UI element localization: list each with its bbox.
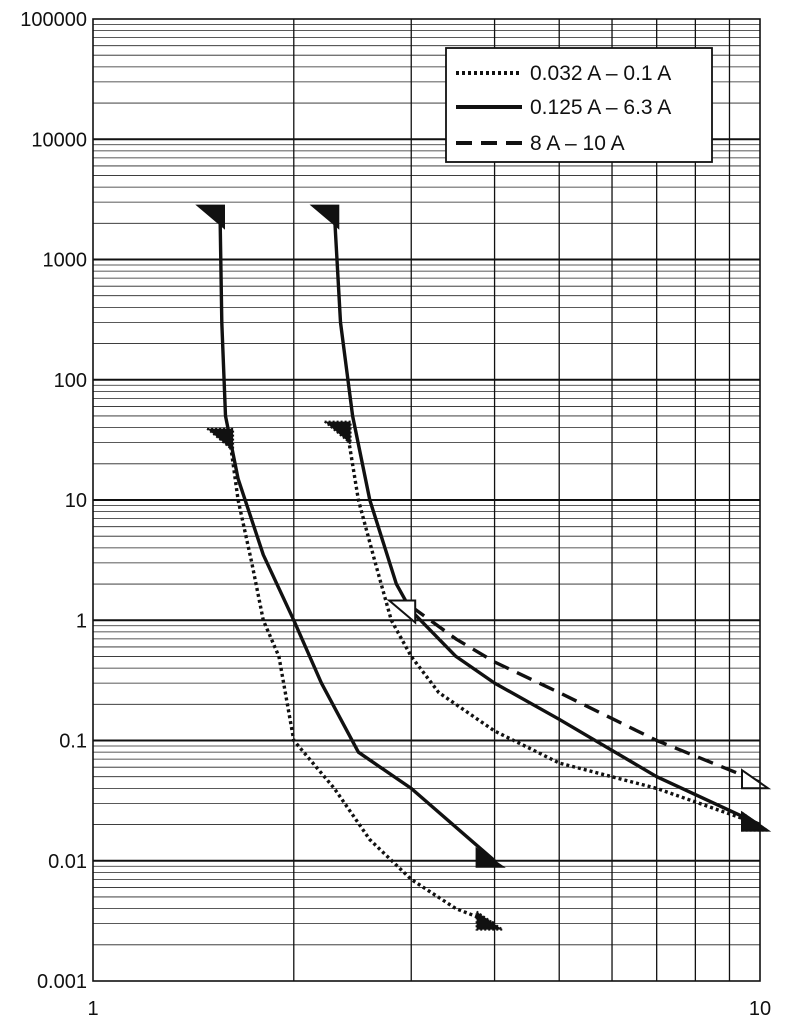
legend-item-label: 0.032 A – 0.1 A [530, 62, 671, 85]
x-tick-label: 10 [749, 998, 771, 1020]
curve-end-marker [195, 204, 225, 230]
legend-item-label: 8 A – 10 A [530, 132, 625, 155]
curve-end-marker [321, 420, 352, 446]
x-tick-label: 1 [87, 998, 98, 1020]
curve-end-marker [741, 768, 772, 790]
curve-end-markers [195, 204, 772, 931]
y-tick-label: 100000 [20, 9, 87, 31]
curve-end-marker [309, 204, 340, 230]
series-curve-dotted [227, 434, 496, 926]
y-tick-label: 100 [54, 370, 87, 392]
major-grid [93, 19, 760, 981]
series-curve-solid [332, 211, 761, 827]
curve-end-marker [204, 427, 235, 453]
curve-end-marker [741, 810, 772, 832]
y-tick-label: 10 [65, 490, 87, 512]
y-tick-label: 0.1 [59, 731, 87, 753]
curve-end-marker [475, 846, 506, 868]
series-layer [218, 211, 761, 926]
y-tick-label: 1 [76, 610, 87, 632]
series-curve-solid [218, 211, 496, 863]
series-curve-dashed [410, 605, 761, 784]
legend: 0.032 A – 0.1 A 0.125 A – 6.3 A 8 A – 10… [445, 47, 713, 163]
y-tick-label: 0.01 [48, 851, 87, 873]
series-curve-dotted [344, 427, 761, 827]
y-tick-label: 1000 [43, 250, 88, 272]
plot-frame [92, 18, 761, 982]
y-tick-label: 0.001 [37, 971, 87, 993]
y-tick-label: 10000 [31, 129, 87, 151]
curve-end-marker [386, 599, 417, 625]
minor-grid [93, 24, 760, 946]
legend-item-label: 0.125 A – 6.3 A [530, 96, 671, 119]
curve-end-marker [475, 909, 506, 931]
